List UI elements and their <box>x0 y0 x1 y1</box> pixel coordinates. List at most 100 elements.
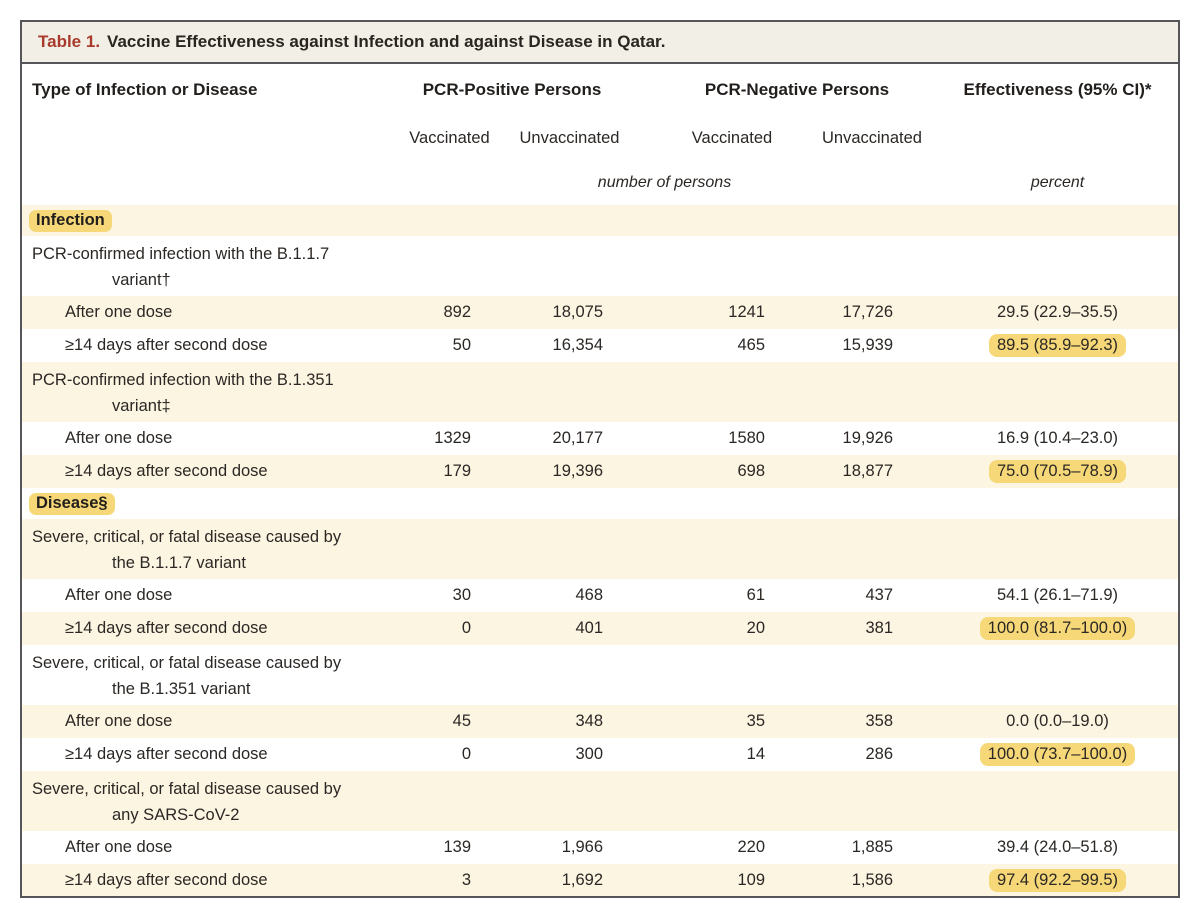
cell-pcr-positive-unvaccinated: 401 <box>575 619 603 637</box>
subheader-unvaccinated-pcr-negative: Unvaccinated <box>822 128 922 147</box>
cell-pcr-negative-unvaccinated: 15,939 <box>842 336 893 354</box>
cell-pcr-positive-vaccinated: 179 <box>443 462 471 480</box>
col-header-pcr-negative: PCR-Negative Persons <box>704 80 890 99</box>
effectiveness-value-highlighted: 100.0 (73.7–100.0) <box>979 743 1136 766</box>
row-label-line2: variant‡ <box>112 397 171 415</box>
cell-pcr-positive-unvaccinated: 16,354 <box>552 336 603 354</box>
table-number-label: Table 1. <box>38 32 101 51</box>
effectiveness-value: 54.1 (26.1–71.9) <box>996 586 1119 604</box>
cell-pcr-positive-unvaccinated: 300 <box>575 745 603 763</box>
cell-pcr-negative-unvaccinated: 286 <box>865 745 893 763</box>
row-label-line1: PCR-confirmed infection with the B.1.1.7 <box>32 245 330 263</box>
effectiveness-value-highlighted: 100.0 (81.7–100.0) <box>979 617 1136 640</box>
cell-effectiveness: 89.5 (85.9–92.3) <box>937 334 1178 357</box>
cell-pcr-positive-unvaccinated: 18,075 <box>552 303 603 321</box>
cell-pcr-positive-unvaccinated: 1,966 <box>561 838 603 856</box>
cell-pcr-negative-unvaccinated: 1,586 <box>851 871 893 889</box>
cell-pcr-negative-vaccinated: 14 <box>746 745 765 763</box>
subheader-vaccinated-pcr-negative: Vaccinated <box>691 128 773 147</box>
row-label: ≥14 days after second dose <box>65 462 268 480</box>
row-label: ≥14 days after second dose <box>65 871 268 889</box>
cell-effectiveness: 75.0 (70.5–78.9) <box>937 460 1178 483</box>
table-row: Severe, critical, or fatal disease cause… <box>22 645 1178 705</box>
row-label: After one dose <box>65 586 173 604</box>
table-body: Infection PCR-confirmed infection with t… <box>22 205 1178 896</box>
row-label-line1: Severe, critical, or fatal disease cause… <box>32 780 342 798</box>
table-row: ≥14 days after second dose 0 401 20 381 … <box>22 612 1178 645</box>
row-label: After one dose <box>65 838 173 856</box>
col-header-effectiveness: Effectiveness (95% CI)* <box>963 80 1152 99</box>
effectiveness-value-highlighted: 89.5 (85.9–92.3) <box>988 334 1127 357</box>
row-label: After one dose <box>65 303 173 321</box>
cell-pcr-negative-unvaccinated: 358 <box>865 712 893 730</box>
row-label: Severe, critical, or fatal disease cause… <box>22 519 392 576</box>
cell-pcr-negative-vaccinated: 698 <box>737 462 765 480</box>
cell-pcr-positive-vaccinated: 0 <box>461 745 471 763</box>
cell-pcr-negative-unvaccinated: 381 <box>865 619 893 637</box>
cell-pcr-negative-vaccinated: 465 <box>737 336 765 354</box>
row-label: PCR-confirmed infection with the B.1.351… <box>22 362 392 419</box>
table-title: Vaccine Effectiveness against Infection … <box>107 32 666 51</box>
row-label: After one dose <box>65 712 173 730</box>
table-row: ≥14 days after second dose 179 19,396 69… <box>22 455 1178 488</box>
row-label-line1: Severe, critical, or fatal disease cause… <box>32 528 342 546</box>
col-header-pcr-positive: PCR-Positive Persons <box>422 80 602 99</box>
cell-pcr-positive-vaccinated: 892 <box>443 303 471 321</box>
cell-effectiveness: 100.0 (81.7–100.0) <box>937 617 1178 640</box>
table-row: After one dose 30 468 61 437 54.1 (26.1–… <box>22 579 1178 612</box>
table-row: After one dose 45 348 35 358 0.0 (0.0–19… <box>22 705 1178 738</box>
table-row: PCR-confirmed infection with the B.1.351… <box>22 362 1178 422</box>
table-row: ≥14 days after second dose 50 16,354 465… <box>22 329 1178 362</box>
subheader-vaccinated-pcr-positive: Vaccinated <box>409 128 490 147</box>
row-label: After one dose <box>65 429 173 447</box>
cell-effectiveness: 0.0 (0.0–19.0) <box>937 712 1178 731</box>
row-label-line2: the B.1.351 variant <box>112 680 251 698</box>
header-row-groups: Type of Infection or Disease PCR-Positiv… <box>22 64 1178 116</box>
cell-effectiveness: 39.4 (24.0–51.8) <box>937 838 1178 857</box>
row-label-line2: the B.1.1.7 variant <box>112 554 246 572</box>
cell-pcr-positive-unvaccinated: 19,396 <box>552 462 603 480</box>
effectiveness-value: 29.5 (22.9–35.5) <box>996 303 1119 321</box>
row-label-line2: any SARS-CoV-2 <box>112 806 240 824</box>
cell-pcr-negative-vaccinated: 61 <box>746 586 765 604</box>
cell-pcr-positive-vaccinated: 0 <box>461 619 471 637</box>
table-row: After one dose 892 18,075 1241 17,726 29… <box>22 296 1178 329</box>
cell-pcr-negative-vaccinated: 1580 <box>728 429 765 447</box>
units-percent: percent <box>1030 173 1085 191</box>
row-label-line1: Severe, critical, or fatal disease cause… <box>32 654 342 672</box>
cell-effectiveness: 29.5 (22.9–35.5) <box>937 303 1178 322</box>
cell-pcr-negative-unvaccinated: 19,926 <box>842 429 893 447</box>
cell-pcr-positive-vaccinated: 1329 <box>434 429 471 447</box>
effectiveness-value-highlighted: 75.0 (70.5–78.9) <box>988 460 1127 483</box>
row-label-line1: PCR-confirmed infection with the B.1.351 <box>32 371 334 389</box>
cell-pcr-negative-unvaccinated: 437 <box>865 586 893 604</box>
header-row-units: number of persons percent <box>22 160 1178 205</box>
cell-pcr-positive-unvaccinated: 1,692 <box>561 871 603 889</box>
column-headers: Type of Infection or Disease PCR-Positiv… <box>22 64 1178 205</box>
cell-pcr-negative-unvaccinated: 18,877 <box>842 462 893 480</box>
row-label: ≥14 days after second dose <box>65 619 268 637</box>
section-highlight: Infection <box>29 210 112 232</box>
cell-pcr-positive-vaccinated: 3 <box>461 871 471 889</box>
subheader-unvaccinated-pcr-positive: Unvaccinated <box>519 128 620 147</box>
cell-effectiveness: 54.1 (26.1–71.9) <box>937 586 1178 605</box>
row-label: ≥14 days after second dose <box>65 745 268 763</box>
table-row: After one dose 139 1,966 220 1,885 39.4 … <box>22 831 1178 864</box>
table-row: Severe, critical, or fatal disease cause… <box>22 519 1178 579</box>
section-row-infection: Infection <box>22 205 1178 236</box>
table-row: ≥14 days after second dose 3 1,692 109 1… <box>22 864 1178 896</box>
section-label: Disease§ <box>22 493 392 515</box>
cell-pcr-positive-vaccinated: 139 <box>443 838 471 856</box>
cell-pcr-negative-unvaccinated: 17,726 <box>842 303 893 321</box>
table1-vaccine-effectiveness: Table 1. Vaccine Effectiveness against I… <box>20 20 1180 898</box>
section-label: Infection <box>22 210 392 232</box>
cell-pcr-negative-vaccinated: 220 <box>737 838 765 856</box>
cell-pcr-negative-vaccinated: 109 <box>737 871 765 889</box>
cell-pcr-positive-vaccinated: 45 <box>452 712 471 730</box>
row-label: PCR-confirmed infection with the B.1.1.7… <box>22 236 392 293</box>
units-number-of-persons: number of persons <box>597 173 732 191</box>
section-row-disease: Disease§ <box>22 488 1178 519</box>
header-row-subcolumns: Vaccinated Unvaccinated Vaccinated Unvac… <box>22 116 1178 160</box>
col-header-type-of-infection: Type of Infection or Disease <box>32 80 258 99</box>
table-row: PCR-confirmed infection with the B.1.1.7… <box>22 236 1178 296</box>
